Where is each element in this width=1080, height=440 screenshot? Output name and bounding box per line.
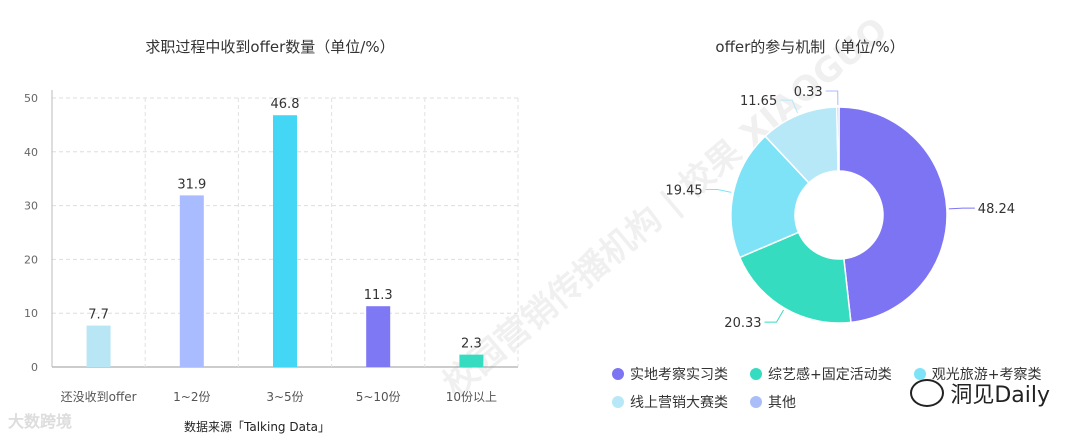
x-tick-label: 3~5份 <box>266 390 303 404</box>
bar <box>273 115 297 367</box>
y-tick-label: 10 <box>24 307 38 320</box>
leader-line <box>825 90 839 106</box>
legend-item[interactable]: 综艺感+固定活动类 <box>750 364 892 384</box>
brand-mark: 洞见Daily <box>910 377 1050 409</box>
slice-value-label: 11.65 <box>740 94 777 109</box>
bar-value-label: 31.9 <box>177 177 206 192</box>
legend-swatch <box>612 396 624 408</box>
pie-slice <box>835 106 840 172</box>
legend-swatch <box>750 396 762 408</box>
footer-logo: 大数跨境 <box>8 412 73 431</box>
y-tick-label: 40 <box>24 146 38 159</box>
leader-line <box>705 189 732 193</box>
legend-label: 综艺感+固定活动类 <box>768 367 892 383</box>
leader-line <box>764 309 785 323</box>
leader-line <box>948 207 975 210</box>
bar-chart-title: 求职过程中收到offer数量（单位/%） <box>145 38 395 56</box>
x-tick-label: 5~10份 <box>356 390 401 404</box>
legend-swatch <box>750 368 762 380</box>
pie-slice <box>730 135 810 259</box>
bar-chart-panel: 求职过程中收到offer数量（单位/%） 0 10 20 30 40 50 7.7 还没收到o… <box>24 38 519 404</box>
legend-label: 观光旅游+考察类 <box>931 367 1042 383</box>
legend-row: 线上营销大赛类 其他 <box>612 392 1080 412</box>
legend-row: 实地考察实习类 综艺感+固定活动类 观光旅游+考察类 <box>612 364 1080 384</box>
pie-slice <box>738 231 852 324</box>
legend-item[interactable]: 观光旅游+考察类 <box>913 364 1042 384</box>
wechat-icon <box>910 379 945 407</box>
pie-chart-title: offer的参与机制（单位/%） <box>715 38 905 56</box>
leader-line <box>780 99 798 114</box>
pie-slice <box>838 106 948 324</box>
y-tick-label: 50 <box>24 92 38 105</box>
legend-swatch <box>913 368 926 380</box>
pie-legend: 实地考察实习类 综艺感+固定活动类 观光旅游+考察类 线上营销大赛类 其他 <box>612 364 1080 420</box>
data-source-note: 数据来源「Talking Data」 <box>184 420 331 434</box>
bar <box>179 195 204 367</box>
pie-chart-panel: offer的参与机制（单位/%） 48.24 20.33 19.45 11.65 0.3… <box>540 0 1080 440</box>
y-tick-label: 20 <box>24 253 38 266</box>
bar <box>366 306 391 367</box>
bar-value-label: 11.3 <box>364 288 393 303</box>
y-tick-label: 30 <box>24 200 38 213</box>
bar-value-label: 46.8 <box>271 97 300 112</box>
slice-value-label: 48.24 <box>978 202 1015 217</box>
bar <box>86 325 111 367</box>
slice-value-label: 19.45 <box>665 184 702 199</box>
bar-value-label: 2.3 <box>461 337 482 352</box>
bar-value-label: 7.7 <box>88 308 109 323</box>
slice-value-label: 20.33 <box>724 316 761 331</box>
bar-chart: 0 10 20 30 40 50 7.7 还没收到offer 31.9 1~2份 46.8 3~5份 1… <box>24 90 519 404</box>
legend-item[interactable]: 其他 <box>750 392 796 412</box>
brand-name: 洞见Daily <box>950 383 1050 408</box>
x-tick-label: 还没收到offer <box>61 389 137 404</box>
legend-swatch <box>612 368 624 380</box>
y-tick-label: 0 <box>31 361 38 374</box>
bar <box>459 354 484 367</box>
x-tick-label: 10份以上 <box>446 390 497 404</box>
legend-item[interactable]: 实地考察实习类 <box>612 364 728 384</box>
legend-item[interactable]: 线上营销大赛类 <box>612 392 728 412</box>
legend-label: 线上营销大赛类 <box>630 395 728 411</box>
pie-chart: 48.24 20.33 19.45 11.65 0.33 <box>665 85 1015 331</box>
legend-label: 实地考察实习类 <box>630 367 728 383</box>
slice-value-label: 0.33 <box>794 85 823 100</box>
x-tick-label: 1~2份 <box>173 390 210 404</box>
legend-label: 其他 <box>768 395 796 411</box>
